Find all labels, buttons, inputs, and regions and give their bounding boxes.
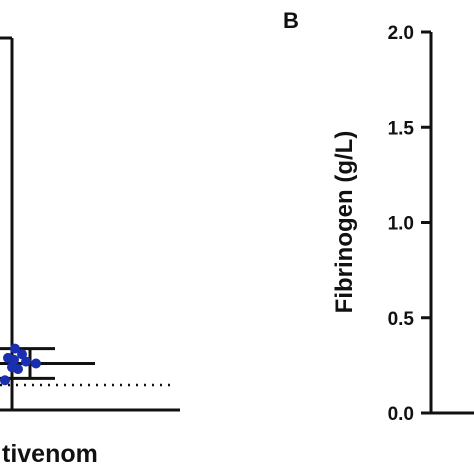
- panel-b-plot: B Fibrinogen (g/L) 0.0 0.5 1.0 1.5 2.0: [283, 8, 474, 425]
- y-tick-label: 0.0: [388, 404, 414, 425]
- data-point: [10, 343, 20, 354]
- y-tick-label: 1.5: [388, 118, 415, 139]
- category-label: tivenom: [2, 440, 98, 468]
- panel-a-plot: tivenom: [0, 36, 180, 468]
- y-axis-title: Fibrinogen (g/L): [331, 131, 358, 314]
- y-tick-label: 2.0: [388, 23, 414, 44]
- data-point: [21, 356, 31, 367]
- y-tick-label: 1.0: [388, 214, 414, 235]
- data-point: [3, 352, 13, 363]
- y-tick-label: 0.5: [388, 309, 415, 330]
- panel-b-label: B: [283, 8, 299, 33]
- data-points: [0, 343, 41, 386]
- data-point: [31, 358, 41, 369]
- y-axis-ticks: 0.0 0.5 1.0 1.5 2.0: [388, 23, 431, 425]
- data-point: [17, 349, 27, 360]
- data-point: [0, 375, 10, 386]
